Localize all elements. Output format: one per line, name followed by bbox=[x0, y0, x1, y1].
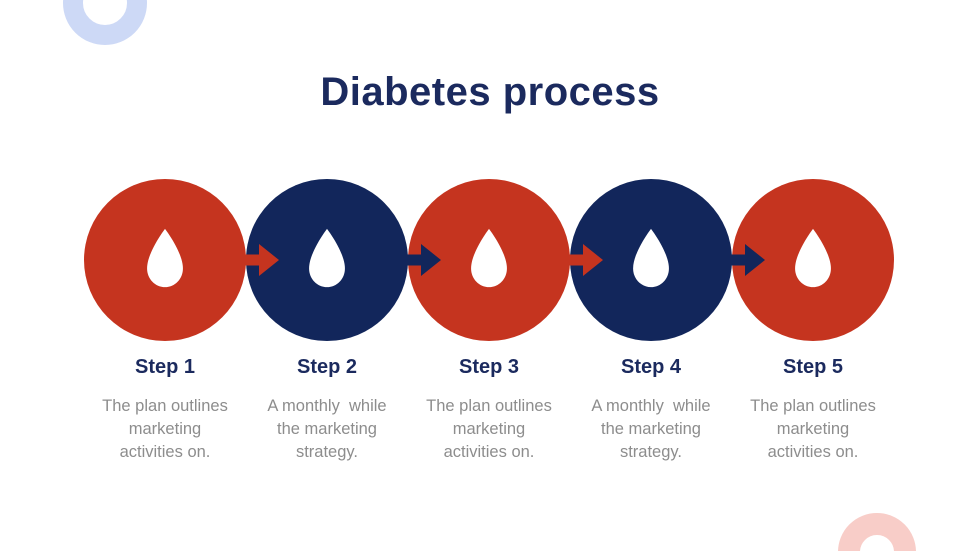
step-description-line: the marketing bbox=[277, 420, 377, 438]
arrow-right-icon bbox=[561, 244, 603, 276]
step-description-line: The plan outlines bbox=[102, 397, 228, 415]
water-drop-icon bbox=[795, 228, 831, 288]
step-description-line: marketing bbox=[776, 420, 850, 438]
arrow-right-icon bbox=[399, 244, 441, 276]
arrow-right-icon bbox=[237, 244, 279, 276]
step-label: Step 2 bbox=[296, 356, 358, 378]
step-description-line: A monthly while bbox=[267, 397, 387, 415]
step-1-circle bbox=[84, 179, 246, 341]
step-description-line: strategy. bbox=[619, 443, 683, 461]
water-drop-icon bbox=[471, 228, 507, 288]
decorative-ring-bottom-right-icon bbox=[838, 513, 916, 551]
step-description-line: strategy. bbox=[295, 443, 359, 461]
step-3-text: Step 3 The plan outlines marketing activ… bbox=[401, 356, 577, 464]
step-2-text: Step 2 A monthly while the marketing str… bbox=[239, 356, 415, 464]
step-description-line: activities on. bbox=[119, 443, 211, 461]
step-description-line: marketing bbox=[452, 420, 526, 438]
water-drop-icon bbox=[633, 228, 669, 288]
step-description-line: marketing bbox=[128, 420, 202, 438]
step-description-line: the marketing bbox=[601, 420, 701, 438]
step-1-text: Step 1 The plan outlines marketing activ… bbox=[77, 356, 253, 464]
step-label: Step 3 bbox=[458, 356, 520, 378]
step-4-text: Step 4 A monthly while the marketing str… bbox=[563, 356, 739, 464]
step-label: Step 1 bbox=[134, 356, 196, 378]
step-description-line: activities on. bbox=[443, 443, 535, 461]
step-5-circle bbox=[732, 179, 894, 341]
water-drop-icon bbox=[147, 228, 183, 288]
step-description-line: activities on. bbox=[767, 443, 859, 461]
water-drop-icon bbox=[309, 228, 345, 288]
arrow-right-icon bbox=[723, 244, 765, 276]
step-label: Step 5 bbox=[782, 356, 844, 378]
decorative-ring-top-left-icon bbox=[63, 0, 147, 45]
step-description-line: The plan outlines bbox=[426, 397, 552, 415]
slide-title: Diabetes process bbox=[320, 70, 660, 114]
step-label: Step 4 bbox=[620, 356, 682, 378]
step-description-line: The plan outlines bbox=[750, 397, 876, 415]
step-5-text: Step 5 The plan outlines marketing activ… bbox=[725, 356, 901, 464]
step-description-line: A monthly while bbox=[591, 397, 711, 415]
